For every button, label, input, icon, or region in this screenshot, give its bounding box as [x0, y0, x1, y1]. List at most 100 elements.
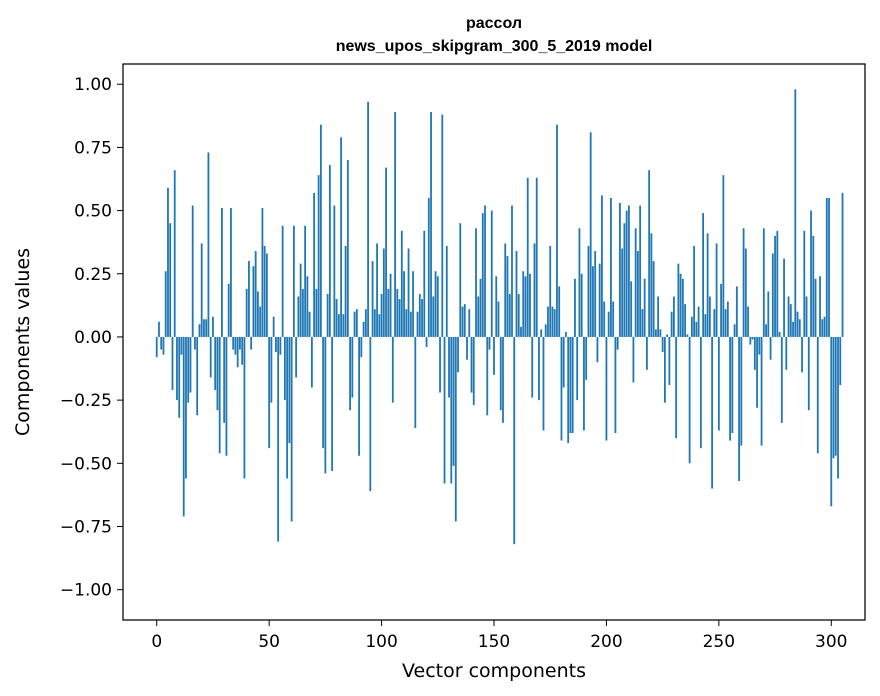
bar-162 [520, 326, 522, 337]
bar-54 [277, 336, 280, 542]
bar-41 [248, 261, 250, 337]
bar-215 [639, 205, 642, 337]
bar-199 [603, 301, 606, 337]
bar-146 [484, 205, 486, 337]
y-tick-label: 1.00 [74, 75, 112, 95]
bar-122 [430, 112, 432, 337]
bar-64 [299, 263, 302, 337]
bar-250 [717, 336, 720, 431]
bar-187 [576, 336, 579, 401]
bar-30 [223, 336, 226, 423]
bar-124 [434, 271, 437, 337]
x-tick-label: 250 [703, 632, 735, 652]
bar-155 [504, 243, 507, 337]
bar-131 [450, 336, 453, 484]
bar-35 [234, 336, 237, 355]
bar-137 [463, 304, 466, 337]
bar-180 [560, 336, 563, 441]
bar-285 [796, 311, 799, 337]
bar-39 [243, 336, 246, 479]
bar-259 [738, 336, 740, 481]
bar-274 [771, 253, 774, 337]
bar-176 [551, 306, 554, 337]
bar-14 [187, 336, 190, 403]
bar-217 [643, 278, 646, 337]
bar-33 [230, 208, 232, 337]
bar-12 [182, 336, 185, 517]
bar-47 [261, 208, 264, 337]
bar-193 [589, 132, 592, 337]
bar-152 [497, 301, 500, 337]
bar-178 [556, 124, 558, 337]
x-tick-label: 200 [590, 632, 622, 652]
bar-177 [553, 309, 556, 337]
y-tick-label: −0.75 [60, 517, 112, 537]
bar-105 [391, 336, 394, 403]
bar-158 [511, 205, 513, 337]
bar-27 [216, 336, 219, 411]
bar-56 [281, 225, 284, 337]
bar-46 [259, 306, 262, 337]
bar-252 [722, 175, 725, 337]
bar-174 [547, 306, 549, 337]
bar-169 [535, 177, 538, 337]
bar-53 [275, 336, 277, 353]
bar-216 [641, 309, 644, 337]
bar-257 [733, 324, 736, 337]
bar-71 [315, 288, 318, 337]
bar-96 [371, 261, 374, 337]
bar-20 [200, 243, 203, 337]
bar-100 [380, 293, 383, 337]
bar-104 [389, 273, 392, 337]
bar-50 [268, 336, 271, 449]
bar-125 [436, 276, 439, 337]
bar-119 [423, 230, 426, 337]
bar-69 [310, 336, 313, 388]
bar-2 [160, 336, 163, 350]
bar-126 [439, 336, 441, 393]
bar-286 [798, 319, 801, 337]
bar-75 [324, 336, 327, 474]
bar-106 [394, 112, 396, 337]
bar-19 [198, 324, 201, 337]
bar-134 [457, 336, 459, 373]
bar-61 [292, 225, 295, 337]
bar-172 [542, 336, 545, 431]
bar-5 [167, 187, 169, 337]
bar-269 [760, 336, 763, 446]
bar-183 [567, 336, 570, 444]
bar-1 [158, 321, 160, 337]
bar-107 [396, 288, 399, 337]
bar-135 [459, 223, 462, 337]
bar-254 [726, 301, 729, 337]
bar-111 [405, 309, 408, 337]
y-tick-label: 0.75 [74, 138, 112, 158]
bar-244 [704, 314, 707, 337]
bar-192 [587, 245, 590, 337]
bar-160 [515, 251, 518, 337]
bar-204 [614, 336, 617, 433]
bar-86 [349, 336, 351, 411]
bar-67 [306, 276, 309, 337]
bar-139 [468, 309, 471, 337]
bar-143 [477, 296, 480, 337]
bar-series [155, 89, 844, 545]
bar-278 [780, 336, 783, 423]
bar-154 [502, 336, 504, 423]
bar-267 [756, 336, 758, 408]
bar-275 [774, 235, 776, 337]
bar-295 [819, 276, 821, 337]
bar-83 [342, 314, 345, 337]
y-tick-label: 0.25 [74, 265, 112, 285]
bar-184 [569, 336, 572, 433]
bar-148 [488, 336, 491, 350]
bar-223 [657, 296, 660, 337]
bar-90 [358, 336, 360, 456]
bar-42 [250, 336, 253, 350]
bar-256 [731, 336, 734, 433]
bar-251 [720, 283, 722, 337]
bar-91 [360, 336, 363, 358]
x-axis-label: Vector components [402, 660, 586, 682]
bar-188 [578, 228, 581, 337]
